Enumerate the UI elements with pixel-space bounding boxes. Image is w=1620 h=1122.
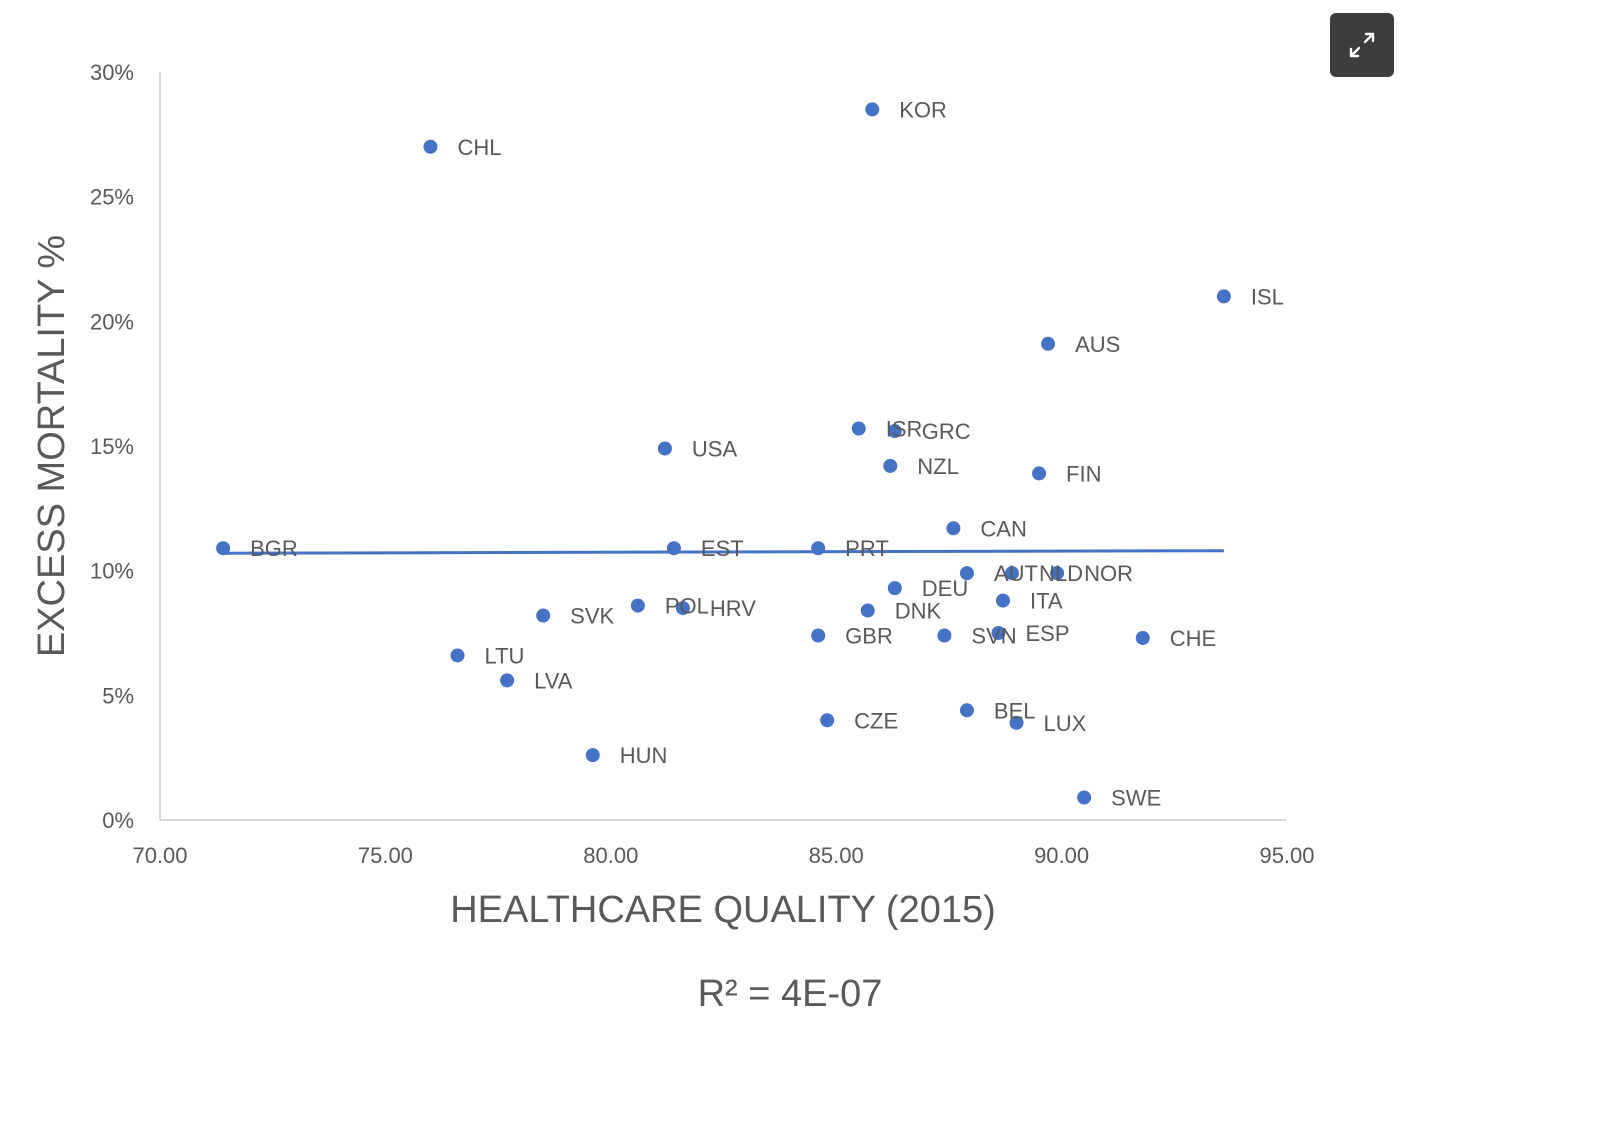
data-label: BGR — [250, 536, 298, 561]
trendline-group — [223, 549, 1224, 555]
data-point — [991, 626, 1006, 640]
data-point — [585, 748, 600, 763]
data-label: BEL — [994, 698, 1036, 723]
x-tick-label: 80.00 — [583, 843, 638, 868]
y-tick-label: 30% — [90, 60, 134, 85]
expand-icon — [1349, 32, 1375, 58]
data-point — [1032, 466, 1047, 481]
data-point — [423, 139, 438, 154]
data-point — [450, 648, 465, 663]
x-tick-label: 85.00 — [809, 843, 864, 868]
data-label: ISL — [1251, 284, 1284, 309]
data-point — [1135, 630, 1150, 645]
data-point — [887, 581, 902, 596]
data-points — [216, 102, 1231, 805]
data-label: AUS — [1075, 332, 1120, 357]
data-point — [675, 601, 690, 616]
data-label: EST — [701, 536, 744, 561]
data-point — [887, 424, 902, 439]
data-label: GRC — [922, 419, 971, 444]
y-tick-label: 0% — [102, 808, 134, 833]
data-label: POL — [665, 594, 709, 619]
data-label: LVA — [534, 668, 573, 693]
data-label: ISR — [886, 417, 923, 442]
data-point — [959, 703, 974, 718]
data-label: GBR — [845, 623, 893, 648]
data-label: NLD — [1039, 561, 1083, 586]
data-label: FIN — [1066, 461, 1101, 486]
x-tick-label: 95.00 — [1259, 843, 1314, 868]
data-label: PRT — [845, 536, 889, 561]
data-point — [536, 608, 551, 623]
data-point — [811, 541, 826, 556]
data-label: NZL — [917, 454, 959, 479]
data-point — [657, 441, 672, 456]
y-tick-labels: 0% 5% 10% 15% 20% 25% 30% — [90, 60, 134, 833]
data-label: SVK — [570, 604, 614, 629]
y-tick-label: 25% — [90, 185, 134, 210]
data-label: NOR — [1084, 561, 1133, 586]
data-label: DEU — [922, 576, 968, 601]
axes — [159, 72, 1287, 821]
expand-button[interactable] — [1330, 13, 1394, 77]
data-point — [937, 628, 952, 643]
data-label: SWE — [1111, 786, 1161, 811]
data-point — [959, 566, 974, 581]
r-squared-annotation: R² = 4E-07 — [698, 973, 883, 1015]
data-label: LUX — [1044, 711, 1087, 736]
x-tick-label: 75.00 — [358, 843, 413, 868]
data-label: ESP — [1025, 621, 1069, 646]
data-point — [1041, 336, 1056, 351]
data-point — [946, 521, 961, 536]
data-label: SVN — [971, 623, 1016, 648]
data-label: CAN — [980, 516, 1026, 541]
data-point — [995, 593, 1010, 608]
x-axis-title: HEALTHCARE QUALITY (2015) — [450, 889, 996, 931]
data-point — [851, 421, 866, 436]
data-point — [1216, 289, 1231, 304]
data-point — [216, 541, 231, 556]
data-label: LTU — [485, 643, 525, 668]
data-point — [1005, 566, 1020, 581]
data-point — [630, 598, 645, 613]
data-label: CZE — [854, 708, 898, 733]
y-axis-title: EXCESS MORTALITY % — [31, 235, 73, 657]
data-point — [1050, 566, 1065, 581]
x-tick-label: 70.00 — [132, 843, 187, 868]
data-point — [666, 541, 681, 556]
data-point — [500, 673, 515, 688]
data-point — [865, 102, 880, 117]
data-label: ITA — [1030, 589, 1063, 614]
y-tick-label: 15% — [90, 434, 134, 459]
data-label: HUN — [620, 743, 668, 768]
x-tick-labels: 70.00 75.00 80.00 85.00 90.00 95.00 — [132, 843, 1314, 868]
data-point — [1009, 715, 1024, 730]
data-label: DNK — [895, 599, 942, 624]
x-tick-label: 90.00 — [1034, 843, 1089, 868]
data-point — [883, 458, 898, 473]
data-label: HRV — [710, 596, 756, 621]
data-label: USA — [692, 436, 738, 461]
data-label: KOR — [899, 97, 947, 122]
data-point — [811, 628, 826, 643]
data-label: AUT — [994, 561, 1038, 586]
y-tick-label: 20% — [90, 309, 134, 334]
data-label: CHE — [1170, 626, 1216, 651]
y-tick-label: 10% — [90, 559, 134, 584]
y-tick-label: 5% — [102, 683, 134, 708]
data-point — [1077, 790, 1092, 805]
trendline — [223, 549, 1224, 555]
data-labels: KOR CHL ISL AUS ISR GRC USA NZL FIN CAN BGR EST PRT A… — [250, 97, 1284, 810]
data-point — [860, 603, 875, 618]
data-point — [820, 713, 835, 728]
data-label: CHL — [457, 135, 501, 160]
